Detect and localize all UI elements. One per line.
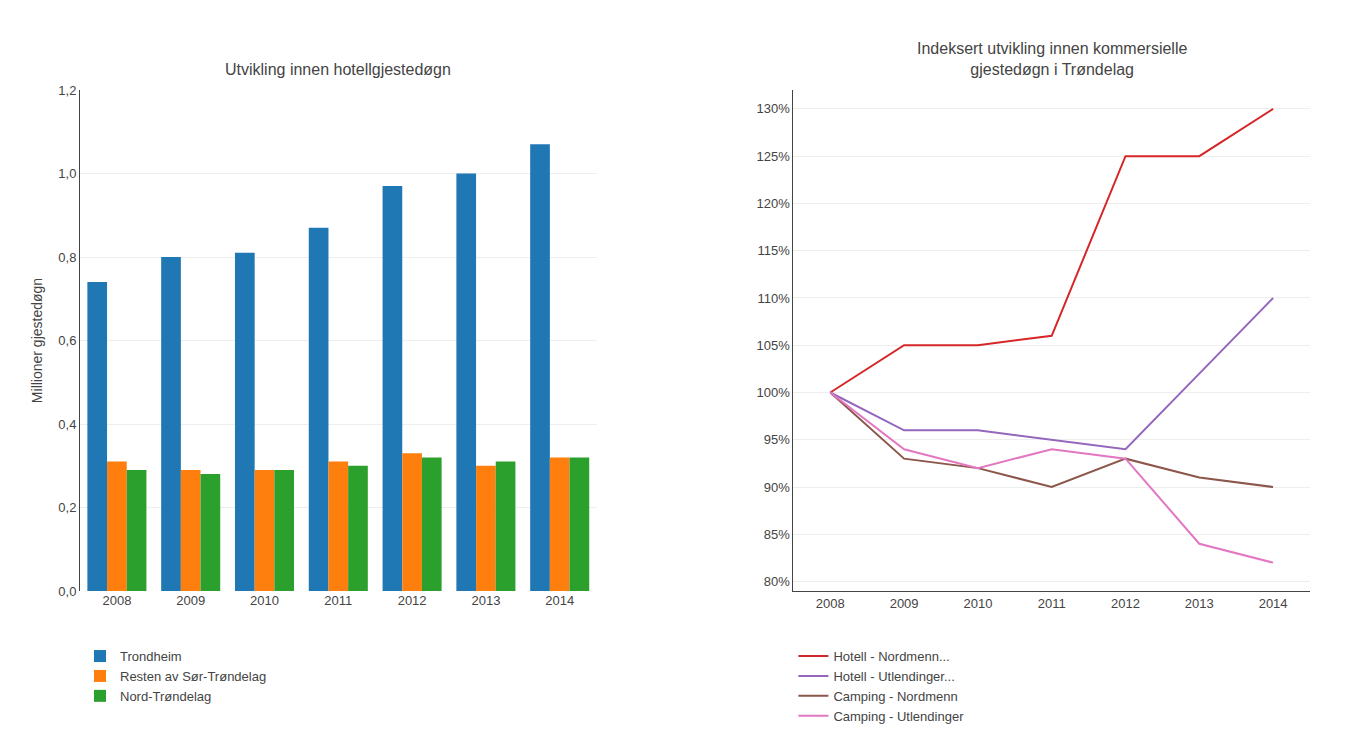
svg-text:2012: 2012 xyxy=(398,593,427,608)
svg-text:2009: 2009 xyxy=(890,596,919,611)
svg-text:Indeksert utvikling innen komm: Indeksert utvikling innen kommersiellegj… xyxy=(917,40,1187,78)
svg-text:2014: 2014 xyxy=(545,593,574,608)
svg-text:0,0: 0,0 xyxy=(58,584,76,599)
svg-text:2009: 2009 xyxy=(176,593,205,608)
svg-text:2013: 2013 xyxy=(1185,596,1214,611)
svg-text:0,4: 0,4 xyxy=(58,417,76,432)
svg-text:85%: 85% xyxy=(764,527,790,542)
svg-text:130%: 130% xyxy=(757,101,791,116)
svg-text:Camping - Nordmenn: Camping - Nordmenn xyxy=(833,689,957,704)
svg-text:95%: 95% xyxy=(764,432,790,447)
svg-text:125%: 125% xyxy=(757,149,791,164)
svg-text:80%: 80% xyxy=(764,574,790,589)
svg-text:105%: 105% xyxy=(757,338,791,353)
svg-text:1,0: 1,0 xyxy=(58,166,76,181)
svg-text:1,2: 1,2 xyxy=(58,83,76,98)
svg-text:2012: 2012 xyxy=(1111,596,1140,611)
svg-text:100%: 100% xyxy=(757,385,791,400)
svg-text:120%: 120% xyxy=(757,196,791,211)
svg-text:90%: 90% xyxy=(764,480,790,495)
svg-text:0,2: 0,2 xyxy=(58,500,76,515)
svg-text:Resten av Sør-Trøndelag: Resten av Sør-Trøndelag xyxy=(120,669,266,684)
svg-text:Hotell - Nordmenn...: Hotell - Nordmenn... xyxy=(833,649,949,664)
svg-text:2014: 2014 xyxy=(1259,596,1288,611)
svg-text:Hotell - Utlendinger...: Hotell - Utlendinger... xyxy=(833,669,954,684)
svg-text:2011: 2011 xyxy=(1038,596,1066,611)
svg-text:2008: 2008 xyxy=(102,593,131,608)
svg-text:Utvikling innen hotellgjestedø: Utvikling innen hotellgjestedøgn xyxy=(225,61,451,78)
svg-text:Camping - Utlendinger: Camping - Utlendinger xyxy=(833,709,964,724)
svg-text:2008: 2008 xyxy=(816,596,845,611)
svg-text:2010: 2010 xyxy=(963,596,992,611)
svg-text:2011: 2011 xyxy=(324,593,352,608)
svg-text:Nord-Trøndelag: Nord-Trøndelag xyxy=(120,689,211,704)
svg-text:2010: 2010 xyxy=(250,593,279,608)
svg-text:Trondheim: Trondheim xyxy=(120,649,182,664)
svg-text:Millioner gjestedøgn: Millioner gjestedøgn xyxy=(29,278,45,403)
svg-text:115%: 115% xyxy=(758,243,791,258)
svg-text:0,6: 0,6 xyxy=(58,333,76,348)
svg-text:2013: 2013 xyxy=(471,593,500,608)
svg-text:0,8: 0,8 xyxy=(58,250,76,265)
svg-text:110%: 110% xyxy=(758,291,791,306)
